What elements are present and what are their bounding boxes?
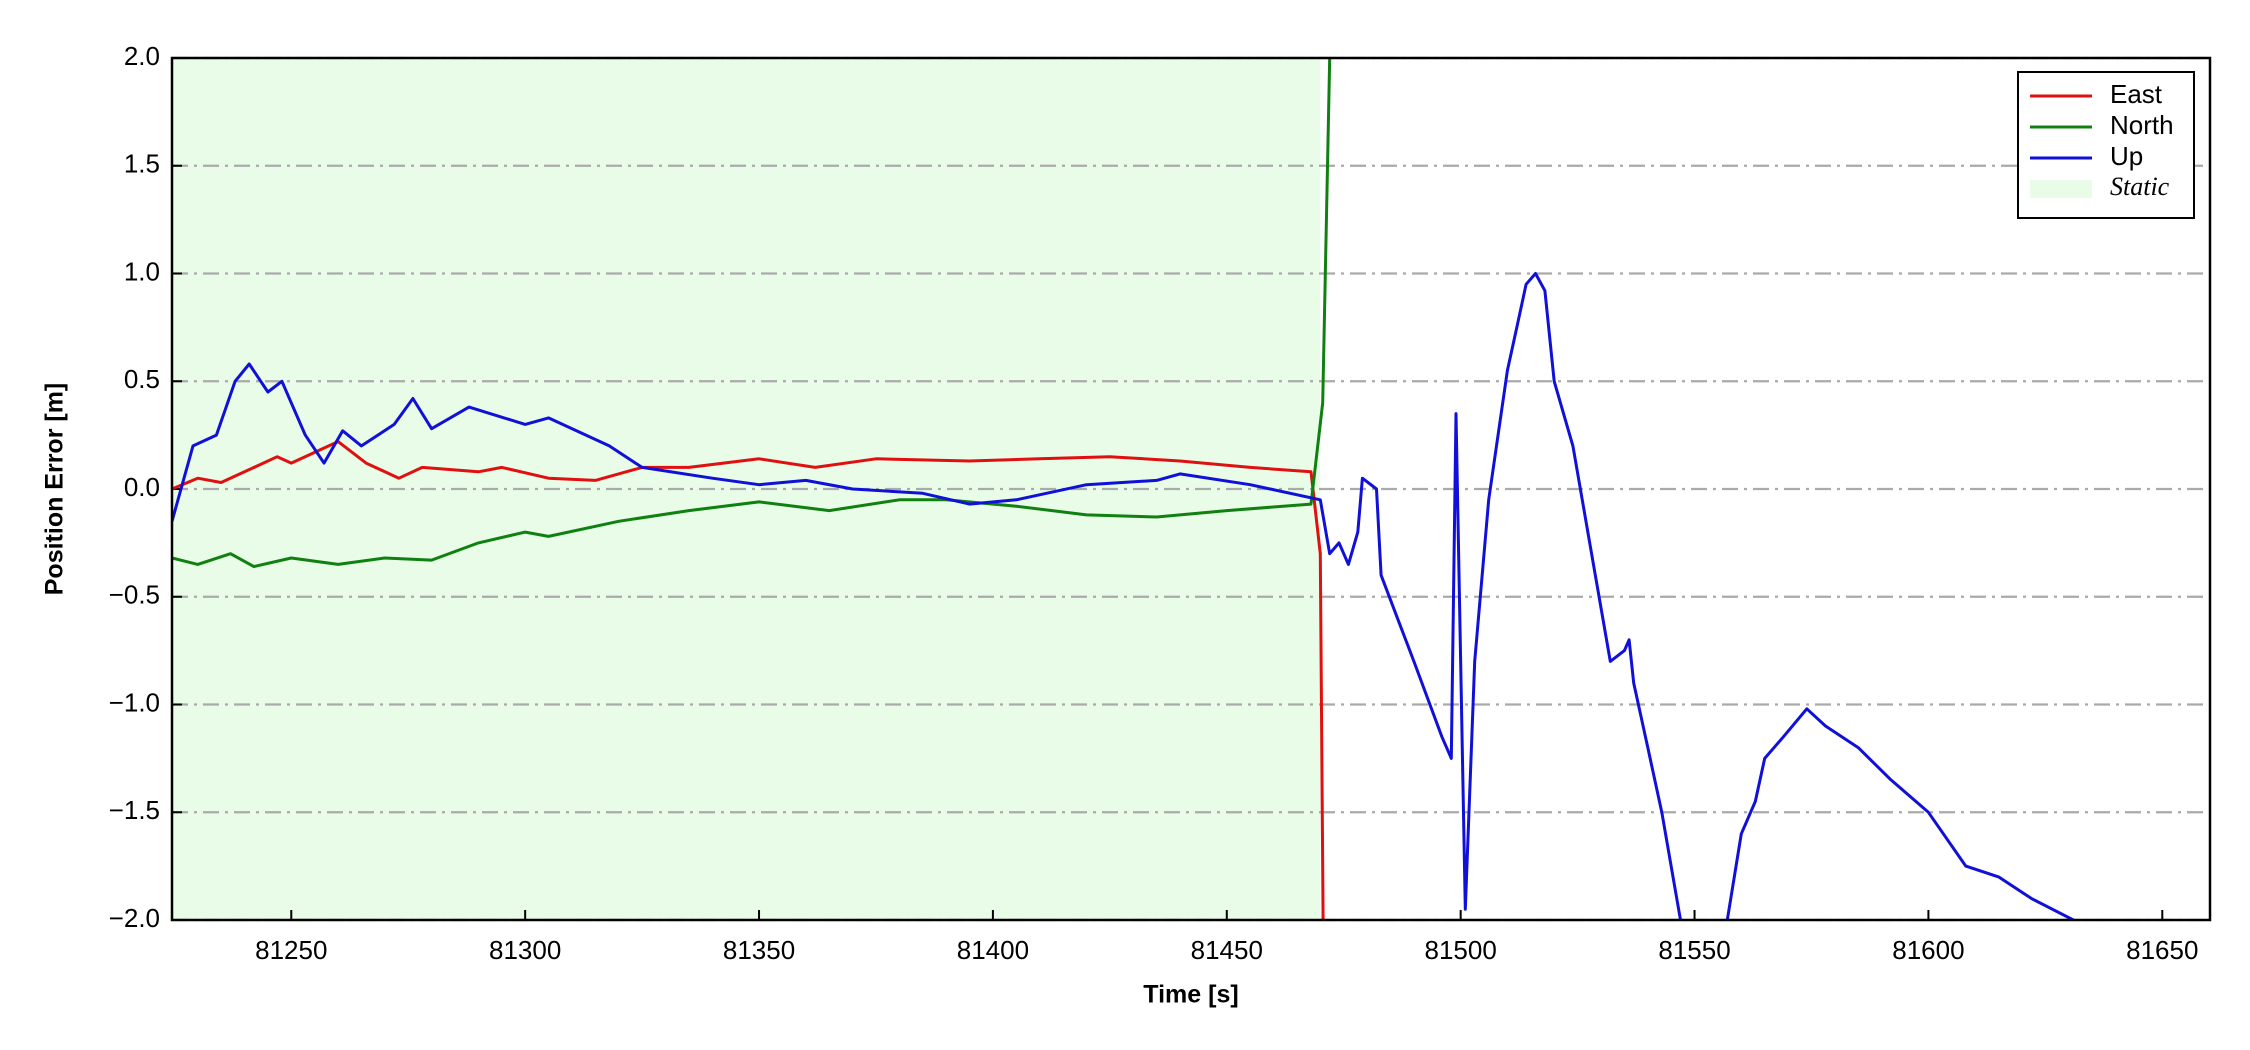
y-tick-label: −2.0: [109, 903, 160, 933]
x-tick-label: 81550: [1658, 935, 1730, 965]
series-line: [172, 58, 1332, 569]
y-tick-label: 1.0: [124, 256, 160, 286]
x-tick-label: 81300: [489, 935, 561, 965]
series-line: [172, 440, 1325, 920]
y-tick-label: −1.5: [109, 795, 160, 825]
y-tick-label: 1.5: [124, 149, 160, 179]
x-tick-label: 81250: [255, 935, 327, 965]
y-tick-label: 0.5: [124, 364, 160, 394]
legend-label: Static: [2110, 172, 2170, 201]
plot-lines: [172, 58, 2075, 920]
y-tick-label: −0.5: [109, 580, 160, 610]
x-tick-label: 81450: [1191, 935, 1263, 965]
legend-label: North: [2110, 110, 2174, 140]
x-tick-label: 81350: [723, 935, 795, 965]
y-axis-label: Position Error [m]: [41, 383, 69, 596]
legend-label: Up: [2110, 141, 2143, 171]
x-tick-label: 81400: [957, 935, 1029, 965]
legend-label: East: [2110, 79, 2163, 109]
series-line: [172, 272, 2075, 920]
x-axis-label: Time [s]: [1143, 981, 1238, 1009]
y-tick-label: −1.0: [109, 687, 160, 717]
x-tick-label: 81650: [2126, 935, 2198, 965]
plot-frame: [170, 56, 2212, 922]
legend-swatch: [2030, 180, 2092, 198]
x-tick-label: 81600: [1892, 935, 1964, 965]
y-tick-label: 0.0: [124, 472, 160, 502]
y-tick-label: 2.0: [124, 41, 160, 71]
x-tick-label: 81500: [1425, 935, 1497, 965]
